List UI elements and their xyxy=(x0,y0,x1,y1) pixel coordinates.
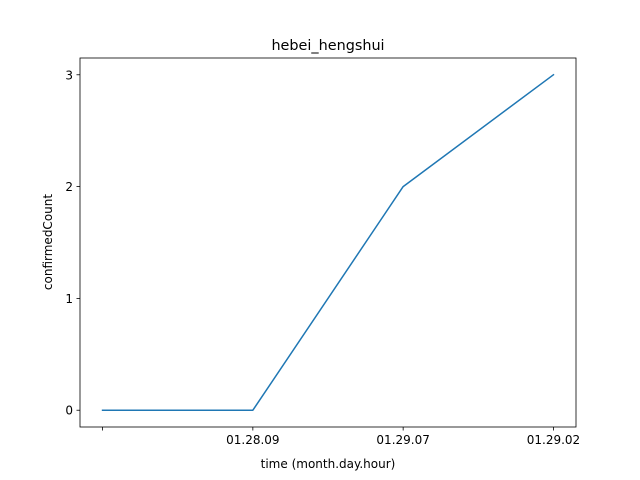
y-tick-label-0: 0 xyxy=(65,404,73,418)
plot-frame xyxy=(79,57,577,428)
y-tick-label-2: 2 xyxy=(65,180,73,194)
x-axis-label: time (month.day.hour) xyxy=(261,457,396,471)
chart-title: hebei_hengshui xyxy=(271,38,384,54)
y-axis-label: confirmedCount xyxy=(41,194,55,290)
y-tick-label-3: 3 xyxy=(65,68,73,82)
x-tick-label-3: 01.29.02 xyxy=(527,433,580,447)
series-line-0 xyxy=(101,73,555,411)
x-tick-label-2: 01.29.07 xyxy=(376,433,429,447)
plot-area: 01.28.09 01.29.07 01.29.02 0 1 2 3 xyxy=(65,57,580,447)
y-tick-label-1: 1 xyxy=(65,292,73,306)
x-tick-label-1: 01.28.09 xyxy=(226,433,279,447)
